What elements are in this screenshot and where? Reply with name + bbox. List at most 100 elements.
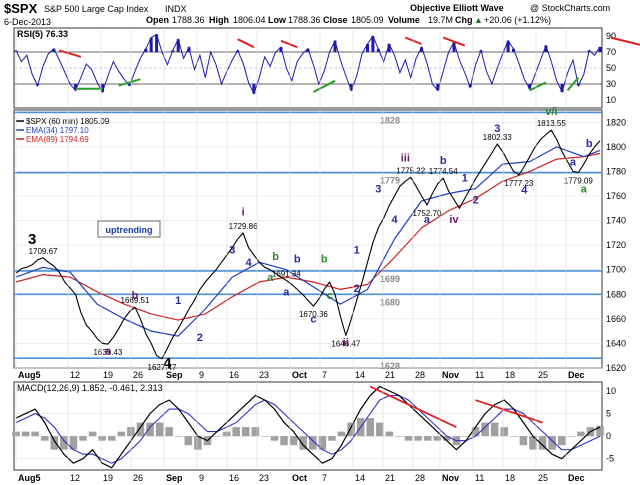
rsi-trend-line: [312, 79, 336, 93]
exchange: INDX: [165, 4, 187, 14]
macd-hist-bar: [50, 436, 59, 450]
wave-label: iii: [401, 153, 410, 165]
macd-hist-bar: [510, 436, 518, 437]
value-label: 1670.36: [299, 310, 328, 319]
x-tick-label: 12: [70, 473, 80, 483]
price-y-tick: 1620: [606, 363, 626, 373]
ema34-line: [15, 146, 601, 337]
wave-label: ii: [343, 337, 349, 349]
value-label: 1802.33: [483, 133, 512, 142]
x-axis-layer: Aug5Aug5121219192626SepSep9916162323OctO…: [15, 28, 585, 483]
macd-hist-bar: [270, 436, 279, 441]
macd-hist-bar: [280, 436, 288, 446]
value-label: 1775.22: [396, 166, 425, 175]
macd-hist-bar: [376, 422, 384, 437]
value-label: 1669.51: [121, 296, 150, 305]
wave-label: 3: [494, 123, 500, 135]
level-label: 1699: [380, 274, 400, 284]
price-y-tick: 1760: [606, 191, 626, 201]
symbol-title: $SPX: [4, 1, 38, 16]
value-label: 1774.54: [429, 167, 458, 176]
low-label: Low: [268, 15, 287, 25]
x-tick-label: Aug5: [18, 370, 41, 380]
macd-hist-bar: [31, 431, 39, 437]
x-tick-label: 14: [355, 370, 365, 380]
price-y-tick: 1640: [606, 338, 626, 348]
macd-hist-bar: [490, 422, 499, 437]
macd-legend: MACD(12,26,9) 1.852, -0.461, 2.313: [17, 383, 163, 393]
value-label: 1779.09: [564, 177, 593, 186]
wave-label: a: [267, 272, 274, 284]
macd-hist-bar: [462, 436, 470, 437]
macd-y-tick: 5: [606, 409, 611, 419]
macd-hist-bar: [366, 418, 374, 437]
macd-trend-line: [369, 385, 457, 428]
rsi-trend-line: [566, 76, 580, 92]
close-label: Close: [323, 15, 348, 25]
rsi-trend-line: [280, 39, 298, 49]
wave-label: 2: [354, 283, 360, 295]
x-tick-label: 26: [133, 473, 143, 483]
macd-hist-bar: [347, 422, 355, 437]
wave-label: a: [424, 214, 431, 226]
value-label: 1709.67: [29, 247, 58, 256]
rsi-trend-line: [404, 36, 422, 45]
macd-hist-bar: [117, 431, 126, 437]
rsi-trend-line: [58, 49, 82, 58]
wave-label: 3: [229, 245, 235, 257]
macd-hist-bar: [174, 436, 183, 437]
wave-label: 4: [391, 214, 398, 226]
macd-y-tick: -5: [606, 454, 614, 464]
macd-hist-bar: [309, 436, 317, 450]
price-y-tick: 1740: [606, 216, 626, 226]
rsi-trend-line: [118, 78, 141, 87]
macd-hist-bar: [567, 436, 576, 437]
x-tick-label: 28: [415, 473, 425, 483]
macd-hist-bar: [242, 427, 250, 437]
wave-label: a: [570, 156, 577, 168]
x-tick-label: 25: [538, 473, 548, 483]
chg-value: +20.06 (+1.12%): [484, 15, 551, 25]
price-y-tick: 1720: [606, 240, 626, 250]
macd-hist-bar: [328, 436, 336, 441]
wave-label: 3: [28, 231, 36, 248]
up-arrow-icon: ▲: [474, 15, 483, 25]
rsi-legend: RSI(5) 76.33: [17, 29, 68, 39]
x-tick-label: Dec: [568, 473, 585, 483]
x-tick-label: 16: [229, 473, 239, 483]
macd-hist-bar: [471, 427, 480, 437]
wave-label: 4: [163, 355, 172, 372]
macd-hist-bar: [155, 422, 164, 437]
rsi-y-tick: 10: [606, 95, 616, 105]
level-label: 1828: [380, 115, 400, 125]
rsi-legend-bg: [15, 29, 83, 39]
wave-label: b: [586, 138, 593, 150]
macd-hist-bar: [79, 436, 87, 441]
x-tick-label: Aug5: [18, 473, 41, 483]
macd-hist-bar: [414, 436, 422, 441]
macd-hist-bar: [184, 436, 193, 446]
macd-hist-bar: [232, 427, 240, 437]
high-label: High: [209, 15, 229, 25]
macd-y-tick: 0: [606, 431, 611, 441]
wave-label: v/i: [545, 106, 557, 118]
macd-hist-bar: [404, 436, 413, 441]
macd-hist-bar: [261, 436, 269, 437]
macd-hist-bar: [289, 436, 298, 446]
price-panel: [13, 109, 603, 369]
value-label: 1646.47: [331, 339, 360, 348]
price-y-tick: 1820: [606, 117, 626, 127]
wave-label: b: [294, 253, 301, 265]
open-label: Open: [146, 15, 169, 25]
macd-hist-bar: [433, 436, 442, 441]
macd-hist-bar: [222, 431, 231, 437]
value-label: 1729.86: [229, 222, 258, 231]
wave-label: b: [272, 251, 279, 263]
x-tick-label: 7: [322, 473, 327, 483]
value-label: 1691.34: [272, 269, 301, 278]
x-tick-label: Sep: [166, 370, 183, 380]
x-tick-label: 21: [385, 370, 395, 380]
macd-hist-bar: [40, 436, 49, 441]
x-tick-label: 28: [415, 370, 425, 380]
wave-label: b: [132, 290, 139, 302]
